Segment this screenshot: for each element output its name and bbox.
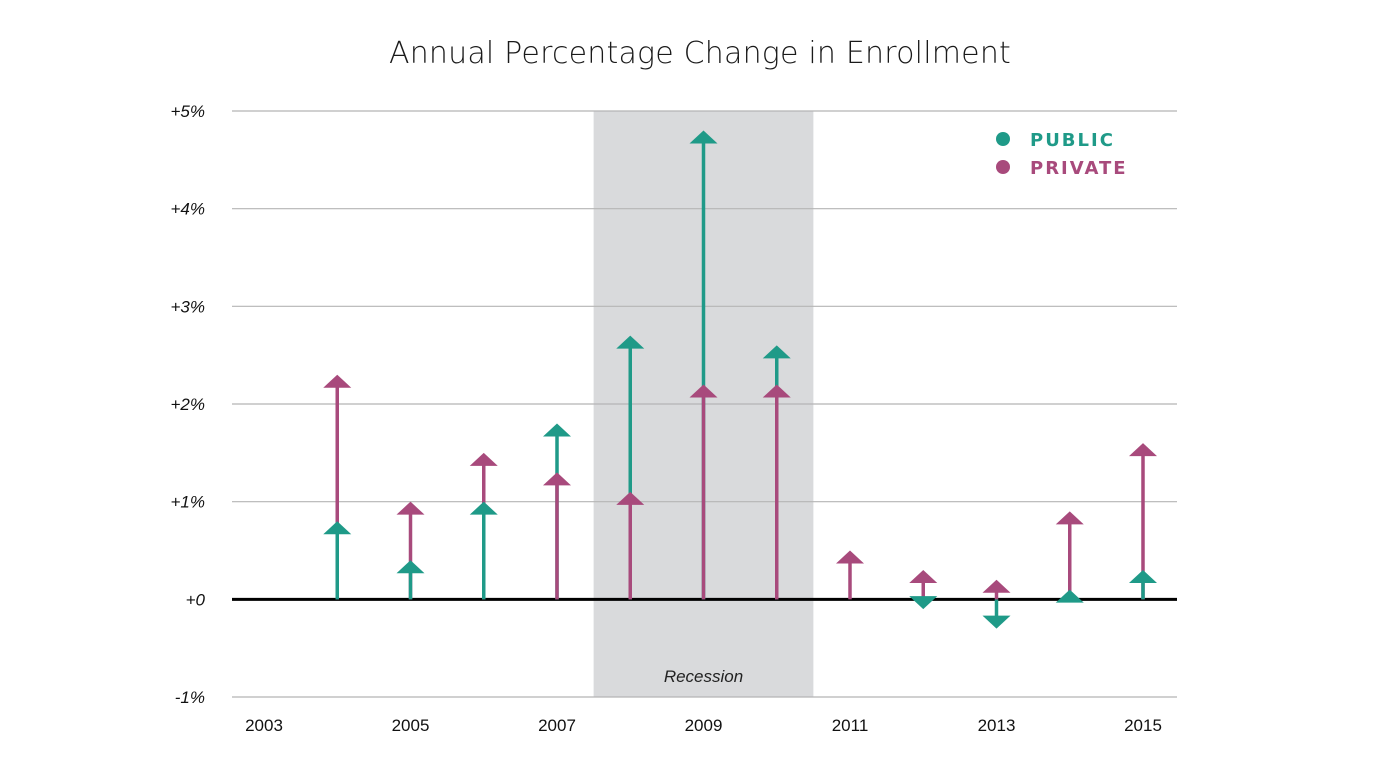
chart-title: Annual Percentage Change in Enrollment — [388, 36, 1012, 71]
y-tick-label: +0 — [186, 590, 206, 609]
public-marker — [762, 345, 791, 359]
y-axis-ticks: -1% +0 +1% +2% +3% +4% +5% — [171, 102, 206, 707]
private-marker — [836, 550, 864, 564]
recession-label: Recession — [664, 667, 743, 686]
y-tick-label: +4% — [171, 200, 206, 219]
legend-label: PRIVATE — [1030, 158, 1128, 179]
x-tick-label: 2009 — [685, 716, 723, 735]
private-marker — [1129, 443, 1157, 457]
y-tick-label: -1% — [175, 688, 205, 707]
private-marker — [909, 570, 938, 584]
public-marker — [909, 596, 938, 610]
data-marks — [323, 130, 1157, 629]
x-tick-label: 2005 — [392, 716, 430, 735]
private-marker — [762, 384, 791, 398]
legend-label: PUBLIC — [1030, 130, 1115, 151]
private-marker — [323, 374, 352, 388]
public-marker — [469, 501, 498, 515]
x-axis-ticks: 2003 2005 2007 2009 2011 2013 2015 — [245, 716, 1162, 735]
public-marker — [1129, 570, 1157, 584]
public-marker — [323, 521, 352, 535]
y-tick-label: +1% — [171, 493, 206, 512]
x-tick-label: 2015 — [1124, 716, 1162, 735]
legend-swatch — [996, 132, 1010, 146]
private-marker — [543, 472, 571, 486]
y-tick-label: +3% — [171, 297, 206, 316]
private-marker — [469, 452, 498, 466]
x-tick-label: 2011 — [832, 716, 869, 735]
y-tick-label: +5% — [171, 102, 206, 121]
private-marker — [1055, 511, 1084, 525]
legend: PUBLIC PRIVATE — [996, 130, 1128, 179]
public-marker — [1055, 589, 1084, 603]
x-tick-label: 2003 — [245, 716, 283, 735]
public-marker — [396, 560, 425, 574]
x-tick-label: 2007 — [538, 716, 576, 735]
public-marker — [689, 130, 718, 144]
private-marker — [616, 491, 645, 505]
private-marker — [982, 579, 1011, 593]
public-marker — [616, 335, 645, 349]
legend-swatch — [996, 160, 1010, 174]
public-marker — [982, 615, 1011, 629]
public-marker — [543, 423, 571, 437]
y-tick-label: +2% — [171, 395, 206, 414]
private-marker — [396, 501, 425, 515]
x-tick-label: 2013 — [978, 716, 1016, 735]
private-marker — [689, 384, 718, 398]
